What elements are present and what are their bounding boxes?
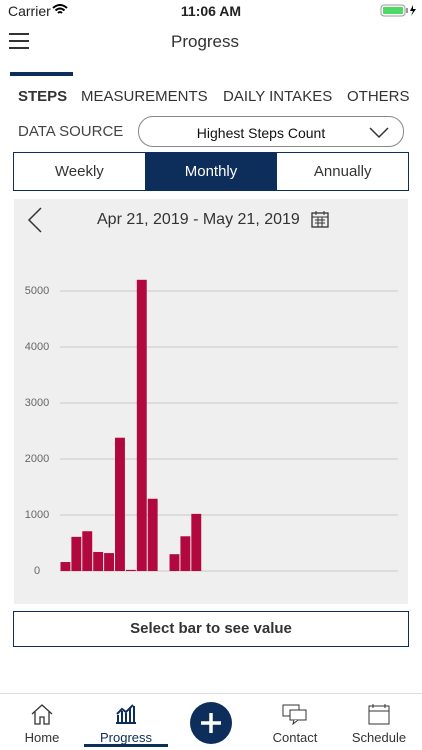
y-tick-label: 2000 bbox=[25, 453, 49, 465]
period-control: Weekly Monthly Annually bbox=[13, 152, 409, 191]
bar bbox=[104, 553, 115, 571]
tab[interactable]: OTHERS bbox=[347, 88, 410, 105]
contact-icon bbox=[282, 704, 307, 726]
bar bbox=[125, 569, 136, 571]
bar bbox=[136, 279, 147, 571]
nav-divider bbox=[0, 693, 422, 694]
data-source-label: DATA SOURCE bbox=[18, 123, 124, 140]
tab[interactable]: STEPS bbox=[18, 88, 68, 105]
nav-label: Schedule bbox=[351, 730, 407, 745]
nav-indicator bbox=[84, 744, 168, 747]
period-option[interactable]: Monthly bbox=[145, 153, 277, 190]
bar bbox=[169, 554, 180, 571]
nav-item[interactable]: Contact bbox=[264, 703, 326, 745]
bar bbox=[71, 536, 82, 571]
menu-button[interactable] bbox=[8, 32, 30, 50]
chevron bbox=[369, 127, 389, 139]
schedule-icon bbox=[368, 704, 390, 725]
nav-item[interactable]: Home bbox=[12, 703, 72, 745]
chart-panel bbox=[14, 199, 408, 604]
add-button[interactable] bbox=[189, 701, 233, 745]
period-option[interactable]: Annually bbox=[276, 153, 408, 190]
nav-label: Progress bbox=[99, 730, 153, 745]
date-range: Apr 21, 2019 - May 21, 2019 bbox=[97, 211, 300, 228]
nav-label: Home bbox=[24, 730, 60, 745]
data-source-dropdown[interactable]: Highest Steps Count bbox=[138, 116, 404, 147]
nav-item[interactable]: Progress bbox=[88, 703, 164, 745]
y-tick-label: 3000 bbox=[25, 397, 49, 409]
value-button[interactable]: Select bar to see value bbox=[13, 611, 409, 647]
time: 11:06 AM bbox=[180, 3, 242, 19]
y-tick-label: 1000 bbox=[25, 509, 49, 521]
y-tick-label: 4000 bbox=[25, 341, 49, 353]
home-icon bbox=[31, 704, 53, 725]
bar bbox=[93, 551, 104, 571]
wifi-icon bbox=[52, 4, 68, 14]
tab[interactable]: MEASUREMENTS bbox=[81, 88, 208, 105]
bar bbox=[180, 536, 191, 571]
bar bbox=[191, 513, 202, 571]
bar bbox=[60, 562, 71, 571]
header-title: Progress bbox=[170, 32, 240, 51]
y-tick-label: 0 bbox=[34, 565, 40, 577]
previous-button[interactable] bbox=[26, 206, 44, 234]
bar bbox=[147, 498, 158, 571]
dropdown-value: Highest Steps Count bbox=[196, 125, 326, 141]
nav-item[interactable]: Schedule bbox=[346, 703, 412, 745]
nav-label: Contact bbox=[272, 730, 318, 745]
chart: 0 1000 2000 3000 4000 5000 bbox=[25, 279, 398, 577]
tab[interactable]: DAILY INTAKES bbox=[223, 88, 333, 105]
bar bbox=[115, 437, 125, 571]
y-tick-label: 5000 bbox=[25, 285, 49, 297]
period-option[interactable]: Weekly bbox=[14, 153, 146, 190]
carrier: Carrier bbox=[8, 3, 51, 19]
progress-icon bbox=[116, 704, 136, 724]
calendar-icon[interactable] bbox=[311, 210, 329, 228]
bar bbox=[82, 531, 93, 571]
battery-icon bbox=[380, 4, 416, 17]
tab-indicator bbox=[10, 72, 73, 76]
